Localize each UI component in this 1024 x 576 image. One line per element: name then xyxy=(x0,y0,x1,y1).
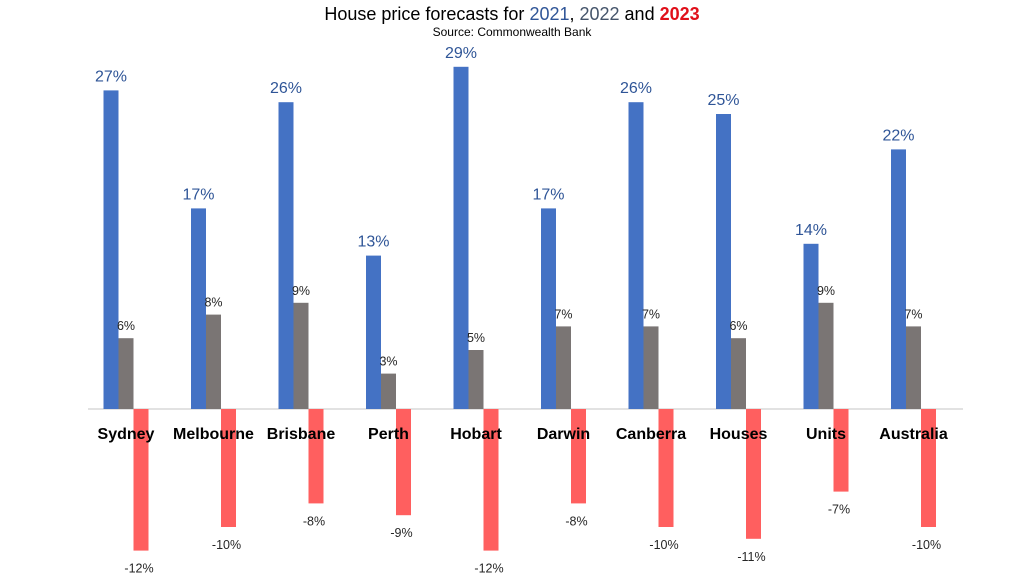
data-label-2022-sydney: 6% xyxy=(117,319,135,333)
category-label-units: Units xyxy=(806,426,846,443)
data-label-2023-melbourne: -10% xyxy=(212,538,241,552)
bar-2022-perth xyxy=(381,373,396,409)
bar-2021-perth xyxy=(366,255,381,409)
data-label-2021-melbourne: 17% xyxy=(182,186,214,203)
bar-2022-canberra xyxy=(643,326,659,409)
category-label-darwin: Darwin xyxy=(537,426,590,443)
chart-title: House price forecasts for 2021, 2022 and… xyxy=(0,4,1024,25)
category-label-houses: Houses xyxy=(710,426,768,443)
data-label-2023-hobart: -12% xyxy=(474,562,503,576)
bar-2021-sydney xyxy=(103,90,119,410)
data-label-2021-sydney: 27% xyxy=(95,68,127,85)
bar-2021-brisbane xyxy=(278,102,294,409)
bar-2023-perth xyxy=(396,409,411,516)
chart-title-part-y2022: 2022 xyxy=(579,4,620,24)
category-label-canberra: Canberra xyxy=(616,426,686,443)
data-label-2021-canberra: 26% xyxy=(620,80,652,97)
bar-2022-houses xyxy=(731,338,746,409)
chart-title-part-sep2: and xyxy=(619,4,660,24)
bar-2023-brisbane xyxy=(308,409,324,504)
category-label-australia: Australia xyxy=(879,426,948,443)
category-label-melbourne: Melbourne xyxy=(173,426,254,443)
chart-title-part-y2023: 2023 xyxy=(659,4,700,24)
data-label-2022-perth: 3% xyxy=(379,355,397,369)
data-label-2021-units: 14% xyxy=(795,222,827,239)
bar-2022-hobart xyxy=(468,350,484,409)
bar-2021-canberra xyxy=(628,102,644,409)
chart-title-part-prefix: House price forecasts for xyxy=(324,4,530,24)
data-label-2022-units: 9% xyxy=(817,284,835,298)
bar-2021-australia xyxy=(891,149,906,409)
data-label-2022-brisbane: 9% xyxy=(292,284,310,298)
bar-2022-sydney xyxy=(118,338,134,409)
chart-title-part-y2021: 2021 xyxy=(529,4,570,24)
bar-2022-melbourne xyxy=(206,314,221,409)
data-label-2023-brisbane: -8% xyxy=(303,514,325,528)
data-label-2023-australia: -10% xyxy=(912,538,941,552)
data-label-2021-australia: 22% xyxy=(882,127,914,144)
bar-2023-units xyxy=(833,409,849,492)
bar-2021-houses xyxy=(716,114,731,409)
data-label-2023-houses: -11% xyxy=(737,550,765,564)
data-label-2022-melbourne: 8% xyxy=(204,296,222,310)
bar-2023-hobart xyxy=(483,409,499,551)
bar-2022-brisbane xyxy=(293,302,309,409)
data-label-2023-sydney: -12% xyxy=(124,562,153,576)
data-label-2022-houses: 6% xyxy=(729,319,747,333)
category-label-hobart: Hobart xyxy=(450,426,502,443)
bar-2023-sydney xyxy=(133,409,149,551)
data-label-2023-units: -7% xyxy=(828,503,850,517)
bar-2023-canberra xyxy=(658,409,674,527)
bar-2021-darwin xyxy=(541,208,556,409)
data-label-2021-darwin: 17% xyxy=(532,186,564,203)
bar-2021-units xyxy=(803,243,819,409)
data-label-2022-darwin: 7% xyxy=(554,307,572,321)
category-label-sydney: Sydney xyxy=(98,426,155,443)
data-label-2021-houses: 25% xyxy=(707,92,739,109)
bar-2022-darwin xyxy=(556,326,571,409)
category-label-brisbane: Brisbane xyxy=(267,426,336,443)
category-label-perth: Perth xyxy=(368,426,409,443)
data-label-2021-perth: 13% xyxy=(357,234,389,251)
bar-2023-australia xyxy=(921,409,936,527)
bar-2021-melbourne xyxy=(191,208,206,409)
bar-2022-australia xyxy=(906,326,921,409)
data-label-2021-brisbane: 26% xyxy=(270,80,302,97)
bar-2021-hobart xyxy=(453,66,469,410)
data-label-2022-canberra: 7% xyxy=(642,307,660,321)
bar-2022-units xyxy=(818,302,834,409)
data-label-2022-australia: 7% xyxy=(904,307,922,321)
data-label-2022-hobart: 5% xyxy=(467,331,485,345)
data-label-2021-hobart: 29% xyxy=(445,45,477,62)
bar-2023-melbourne xyxy=(221,409,236,527)
data-label-2023-perth: -9% xyxy=(390,526,412,540)
chart-title-part-sep1: , xyxy=(569,4,580,24)
bar-2023-darwin xyxy=(571,409,586,504)
chart-subtitle: Source: Commonwealth Bank xyxy=(432,25,592,39)
data-label-2023-darwin: -8% xyxy=(565,514,587,528)
bar-2023-houses xyxy=(746,409,761,539)
data-label-2023-canberra: -10% xyxy=(649,538,678,552)
